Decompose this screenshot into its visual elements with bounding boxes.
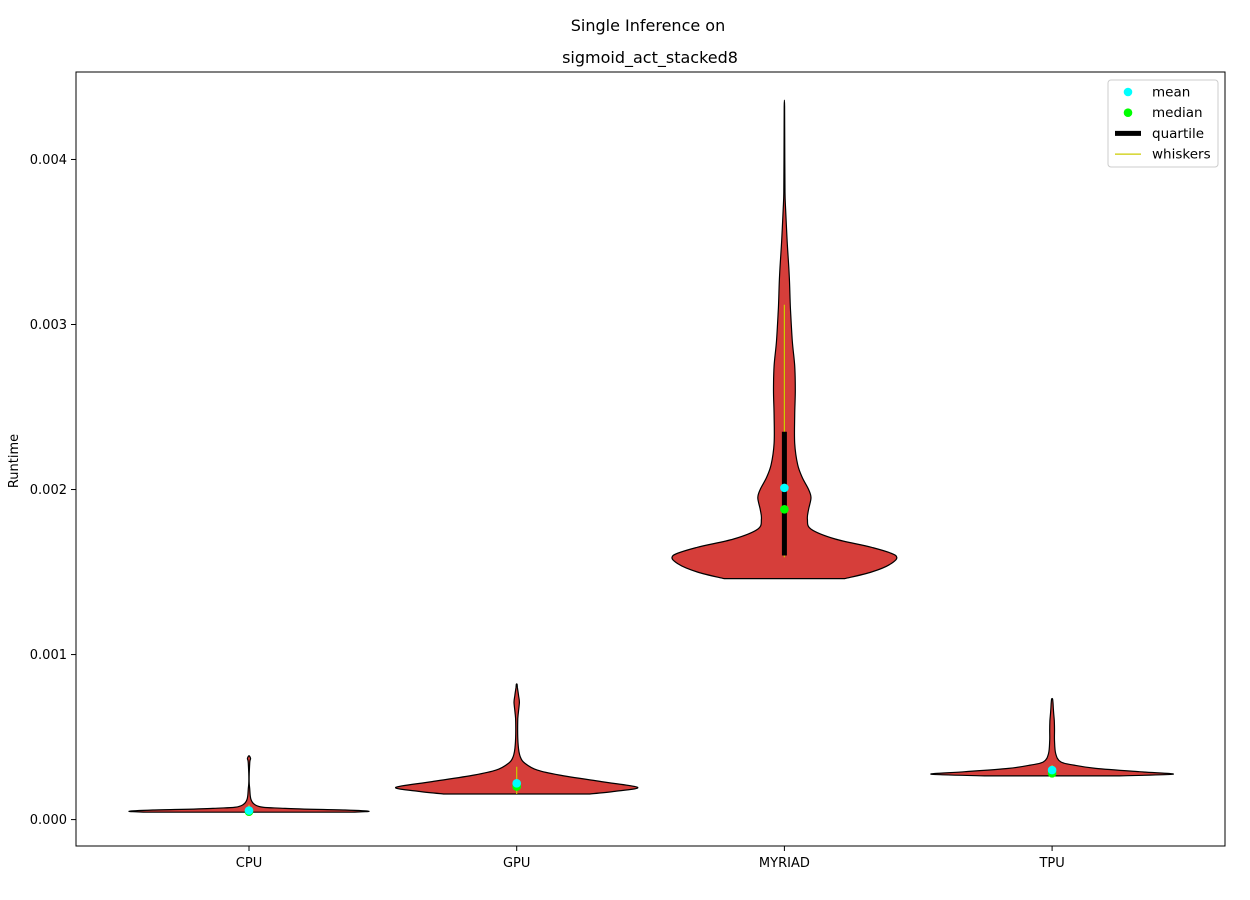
median-point-myriad — [780, 505, 789, 514]
legend-marker-mean — [1123, 87, 1133, 97]
legend-label-mean: mean — [1152, 85, 1190, 101]
plot-area: 0.000 0.001 0.002 0.003 0.004 CPU GPU MYRIAD TPU — [30, 71, 1226, 871]
legend-label-whiskers: whiskers — [1152, 147, 1211, 163]
y-tick-label: 0.003 — [30, 318, 67, 333]
mean-point-cpu — [244, 806, 254, 815]
y-axis-label: Runtime — [7, 434, 22, 488]
legend-marker-median — [1123, 108, 1133, 117]
chart-suptitle: Single Inference on — [571, 16, 725, 35]
violin-tpu — [930, 697, 1174, 777]
mean-point-tpu — [1047, 765, 1057, 775]
y-tick-label: 0.004 — [30, 153, 67, 168]
mean-point-gpu — [512, 778, 521, 788]
axes-frame — [75, 71, 1226, 847]
y-tick-label: 0.002 — [30, 483, 67, 498]
y-tick-label: 0.001 — [30, 648, 67, 663]
legend-label-quartile: quartile — [1152, 126, 1204, 142]
x-tick-label: GPU — [503, 856, 530, 871]
legend-box — [1107, 79, 1219, 168]
x-tick-label: TPU — [1038, 856, 1064, 871]
y-tick-label: 0.000 — [30, 813, 67, 828]
violin-cpu — [128, 755, 370, 813]
x-tick-label: MYRIAD — [759, 856, 810, 871]
legend: mean median quartile whiskers — [1107, 79, 1219, 168]
legend-label-median: median — [1152, 105, 1203, 121]
violin-gpu — [395, 683, 639, 795]
x-tick-label: CPU — [236, 856, 262, 871]
mean-point-myriad — [780, 483, 789, 493]
chart-title: sigmoid_act_stacked8 — [562, 48, 738, 68]
